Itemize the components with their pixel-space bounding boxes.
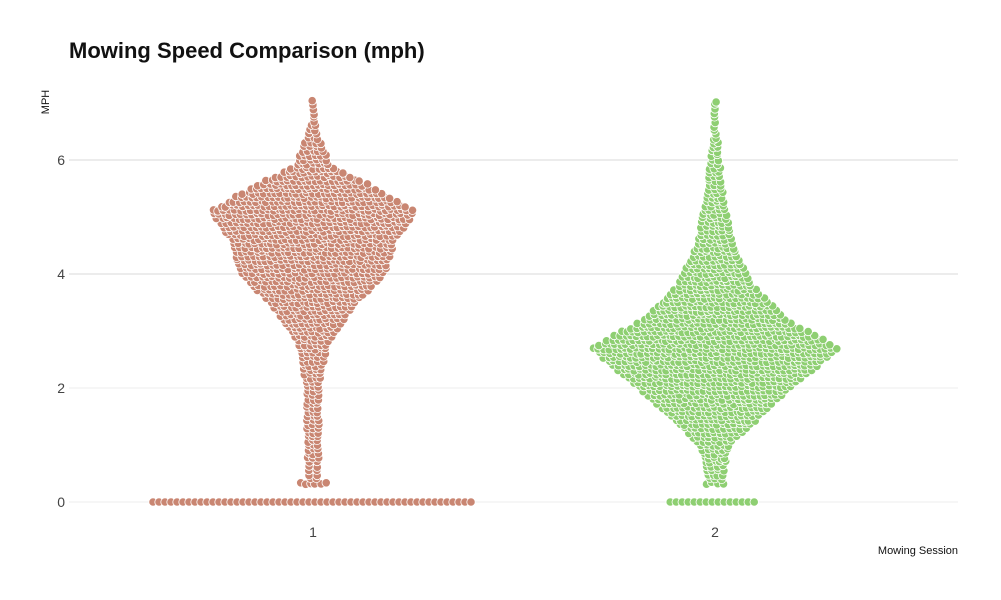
y-tick-label: 2	[57, 380, 65, 396]
data-point	[803, 326, 813, 337]
data-point	[307, 96, 317, 106]
data-point	[400, 202, 410, 212]
x-tick-label: 2	[711, 524, 719, 540]
data-point	[818, 334, 828, 344]
y-tick-label: 0	[57, 494, 65, 510]
x-tick-label: 1	[309, 524, 317, 540]
data-point	[237, 189, 247, 199]
data-point	[362, 179, 373, 189]
x-axis-label: Mowing Session	[878, 545, 958, 557]
y-axis-label: MPH	[40, 90, 52, 115]
y-tick-label: 6	[57, 152, 65, 168]
data-point	[711, 97, 721, 107]
data-point	[370, 185, 380, 195]
data-point	[832, 344, 842, 354]
data-point	[795, 323, 805, 333]
data-point	[345, 173, 355, 183]
data-point	[321, 478, 331, 488]
series-2	[588, 97, 842, 507]
data-point	[825, 340, 835, 350]
data-point	[392, 197, 402, 207]
data-point	[338, 168, 348, 178]
y-tick-label: 4	[57, 266, 65, 282]
data-point	[384, 193, 395, 203]
data-point	[810, 330, 820, 341]
series-1	[148, 96, 476, 507]
chart-title: Mowing Speed Comparison (mph)	[69, 38, 425, 63]
data-point	[354, 176, 364, 186]
data-point	[749, 497, 759, 507]
data-point	[466, 497, 476, 507]
